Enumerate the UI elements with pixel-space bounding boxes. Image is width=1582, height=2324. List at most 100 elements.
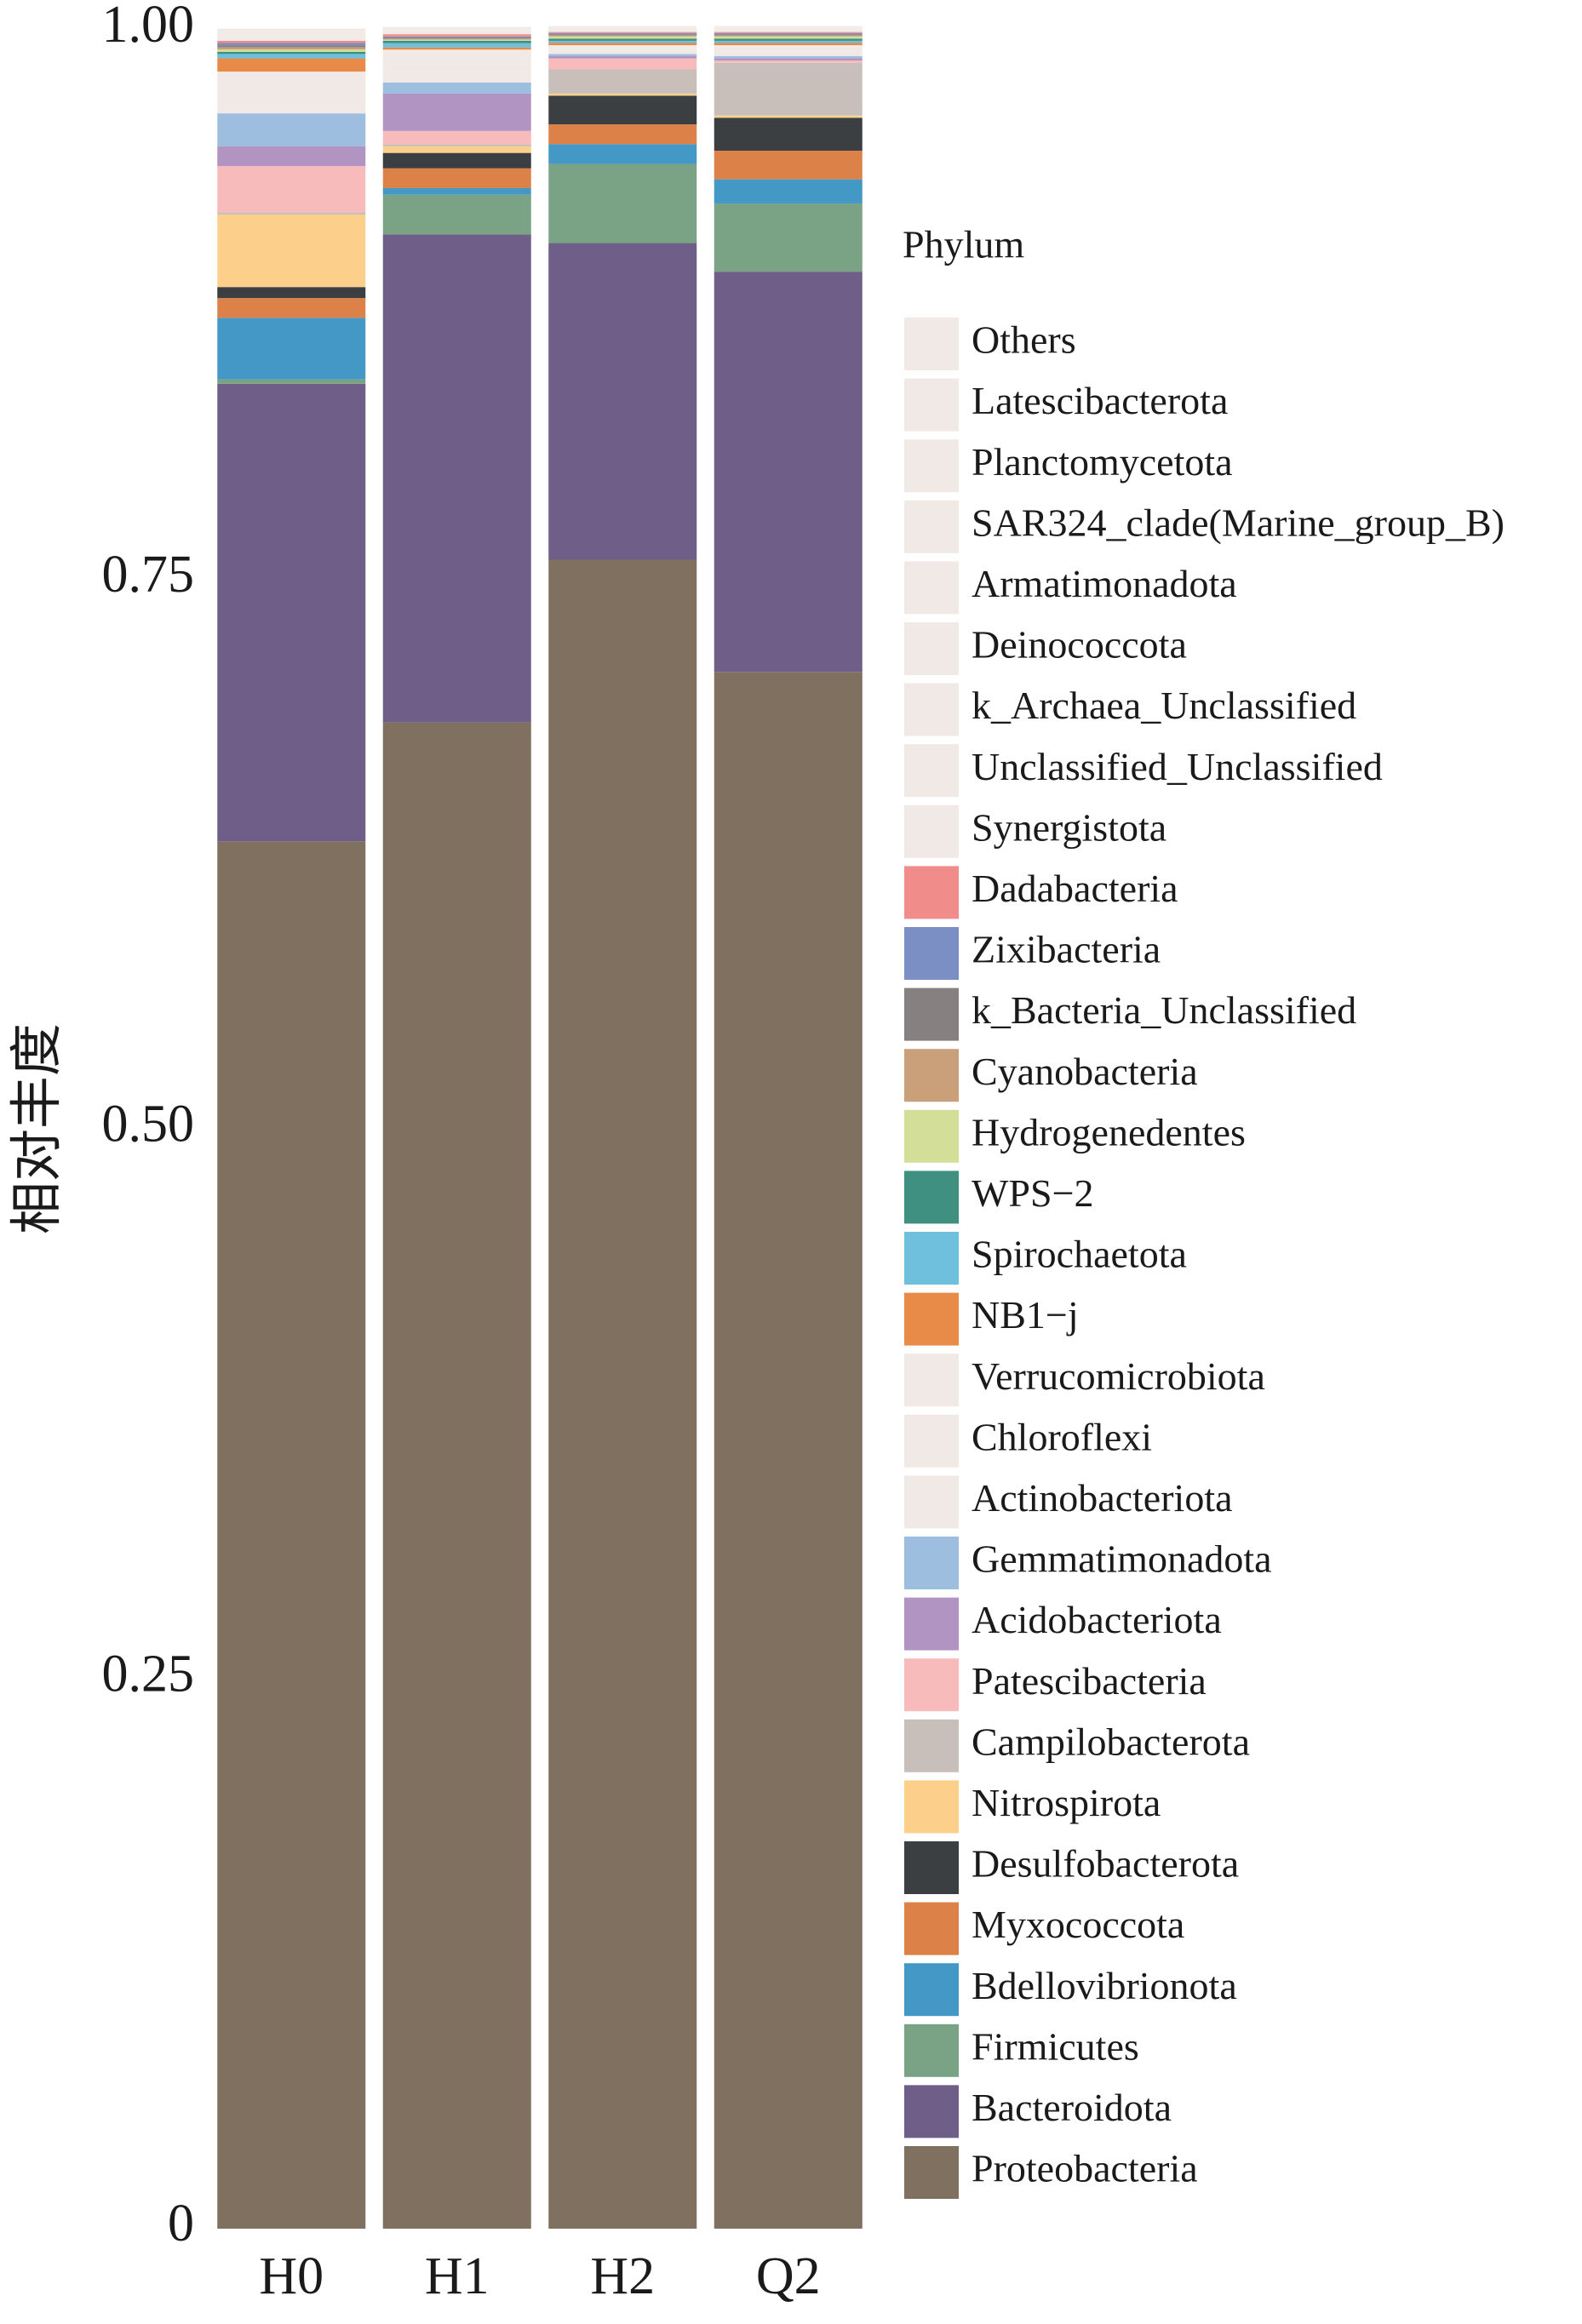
bar-segment [217, 298, 366, 318]
bar-segment [714, 117, 863, 152]
legend-label: Patescibacteria [972, 1659, 1207, 1703]
bar-segment [714, 34, 863, 36]
bar-segment [714, 60, 863, 63]
bar-segment [217, 34, 366, 36]
bar-segment [714, 38, 863, 41]
bar-segment [714, 51, 863, 56]
legend-label: SAR324_clade(Marine_group_B) [972, 501, 1505, 544]
bar-segment [217, 28, 366, 30]
legend-label: Planctomycetota [972, 440, 1233, 484]
bar-segment [382, 49, 531, 56]
legend-swatch [904, 1232, 959, 1285]
bar-segment [714, 31, 863, 32]
legend-swatch [904, 1354, 959, 1407]
legend-label: Zixibacteria [972, 928, 1161, 971]
legend-label: Others [972, 318, 1076, 362]
legend-swatch [904, 318, 959, 370]
legend-label: Firmicutes [972, 2024, 1139, 2068]
bar-segment [714, 672, 863, 2229]
bar-segment [217, 45, 366, 48]
legend-swatch [904, 1841, 959, 1894]
bar-segment [548, 45, 697, 48]
bar-segment [548, 32, 697, 35]
bar-segment [714, 203, 863, 272]
bar-segment [382, 34, 531, 37]
legend-swatch [904, 866, 959, 919]
legend-swatch [904, 804, 959, 858]
bar-segment [548, 49, 697, 54]
legend-label: Hydrogenedentes [972, 1110, 1246, 1153]
legend-label: Dadabacteria [972, 867, 1178, 910]
bar-segment [217, 841, 366, 2230]
legend-swatch [904, 1475, 959, 1529]
bar-segment [548, 163, 697, 243]
bar-segment [217, 72, 366, 85]
bar-segment [548, 559, 697, 2230]
bar-segment [714, 29, 863, 31]
bar-segment [548, 27, 697, 29]
legend-swatch [904, 987, 959, 1041]
bar-segment [382, 152, 531, 169]
bar-segment [382, 39, 531, 41]
bar-segment [382, 82, 531, 94]
legend-swatch [904, 1292, 959, 1346]
bar-segment [217, 318, 366, 380]
bar-segment [714, 151, 863, 180]
legend-swatch [904, 1963, 959, 2017]
legend-swatch [904, 2023, 959, 2077]
bar-segment [217, 43, 366, 46]
bar-segment [548, 144, 697, 164]
bar-segment [548, 30, 697, 31]
bar-segment [217, 32, 366, 35]
bar-segment [382, 55, 531, 66]
bar-segment [714, 40, 863, 43]
bar-segment [382, 130, 531, 145]
bar-segment [217, 31, 366, 33]
legend-swatch [904, 561, 959, 615]
bar-segment [217, 58, 366, 72]
bar-segment [217, 30, 366, 31]
legend-label: NB1−j [972, 1293, 1079, 1337]
legend-label: Campilobacterota [972, 1720, 1250, 1763]
legend-label: Spirochaetota [972, 1233, 1187, 1276]
bar-segment [548, 26, 697, 28]
bar-segment [548, 95, 697, 125]
bar-segment [714, 55, 863, 59]
bar-segment [714, 43, 863, 46]
bar-segment [548, 29, 697, 31]
legend-label: Unclassified_Unclassified [972, 745, 1383, 788]
bar-segment [217, 36, 366, 39]
bar-segment [714, 36, 863, 39]
y-axis-label: 相对丰度 [9, 1023, 66, 1234]
bar-segment [217, 214, 366, 288]
bar-segment [714, 47, 863, 52]
bar-segment [548, 124, 697, 145]
legend-swatch [904, 1719, 959, 1772]
x-tick-label: H1 [425, 2247, 490, 2305]
y-tick-label: 0.25 [102, 1645, 195, 1703]
legend-label: Proteobacteria [972, 2147, 1198, 2190]
legend-swatch [904, 927, 959, 980]
x-tick-label: Q2 [756, 2247, 821, 2305]
bar-segment [714, 179, 863, 204]
legend-label: Gemmatimonadota [972, 1537, 1272, 1581]
bar-segment [548, 69, 697, 94]
legend-swatch [904, 1049, 959, 1102]
bar-segment [382, 144, 531, 146]
bar-segment [548, 31, 697, 33]
bar-segment [382, 32, 531, 35]
bar-segment [217, 51, 366, 54]
bar-segment [382, 37, 531, 39]
legend-swatch [904, 744, 959, 798]
legend-swatch [904, 500, 959, 553]
bar-segment [548, 34, 697, 36]
legend-label: Myxococcota [972, 1903, 1184, 1946]
bar-segment [548, 40, 697, 43]
x-tick-label: H2 [590, 2247, 655, 2305]
legend-label: Actinobacteriota [972, 1476, 1233, 1520]
legend-label: Armatimonadota [972, 562, 1237, 605]
y-tick-label: 0.75 [102, 546, 195, 604]
legend-label: Bacteroidota [972, 2086, 1172, 2129]
